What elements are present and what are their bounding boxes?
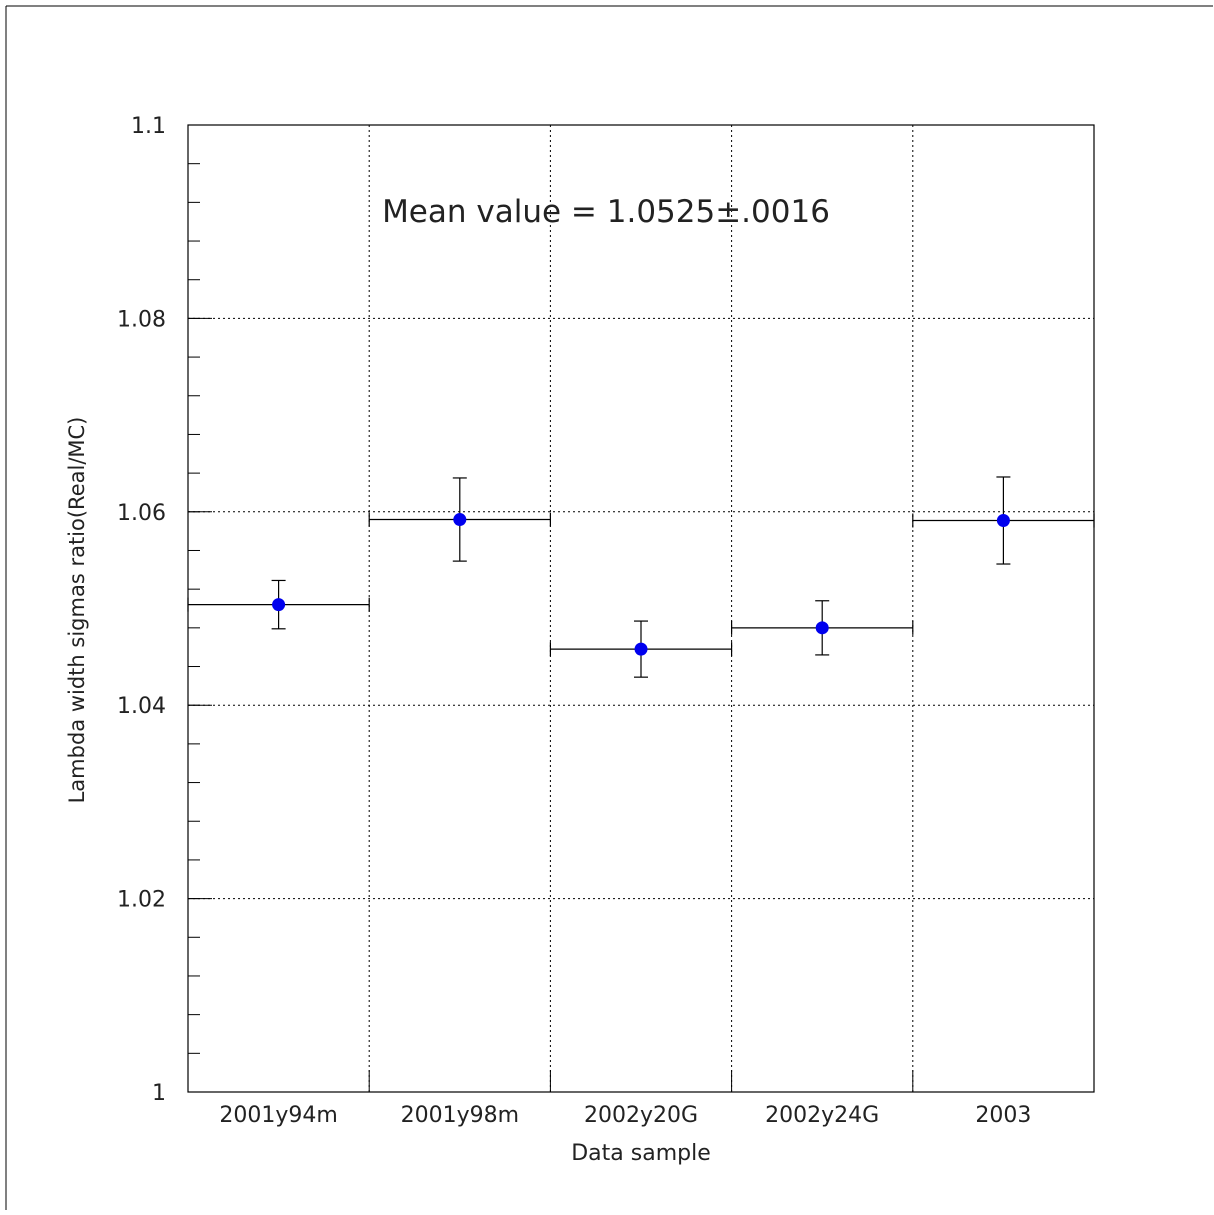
grid: [188, 125, 1094, 1092]
x-tick-label: 2002y20G: [584, 1103, 698, 1128]
plot-frame: [187, 124, 1095, 1093]
x-tick-label: 2001y94m: [219, 1103, 337, 1128]
data-point: [996, 514, 1010, 528]
data-point: [272, 598, 286, 612]
y-tick-label: 1.08: [117, 307, 166, 332]
y-tick-label: 1.1: [131, 114, 166, 139]
x-tick-labels: 2001y94m 2001y98m 2002y20G 2002y24G 2003: [219, 1103, 1031, 1128]
data-point: [453, 513, 467, 527]
data-point: [634, 642, 648, 656]
y-tick-label: 1.02: [117, 888, 166, 913]
y-tick-label: 1: [152, 1081, 166, 1106]
data-point: [815, 621, 829, 635]
x-tick-label: 2003: [975, 1103, 1031, 1128]
y-tick-label: 1.04: [117, 694, 166, 719]
data-points: [187, 476, 1095, 678]
y-tick-label: 1.06: [117, 501, 166, 526]
y-axis-label: Lambda width sigmas ratio(Real/MC): [65, 417, 89, 804]
y-tick-labels: 1 1.02 1.04 1.06 1.08 1.1: [117, 114, 166, 1106]
x-tick-label: 2002y24G: [765, 1103, 879, 1128]
mean-value-annotation: Mean value = 1.0525±.0016: [382, 194, 830, 230]
x-tick-label: 2001y98m: [401, 1103, 519, 1128]
x-axis-label: Data sample: [571, 1141, 711, 1166]
